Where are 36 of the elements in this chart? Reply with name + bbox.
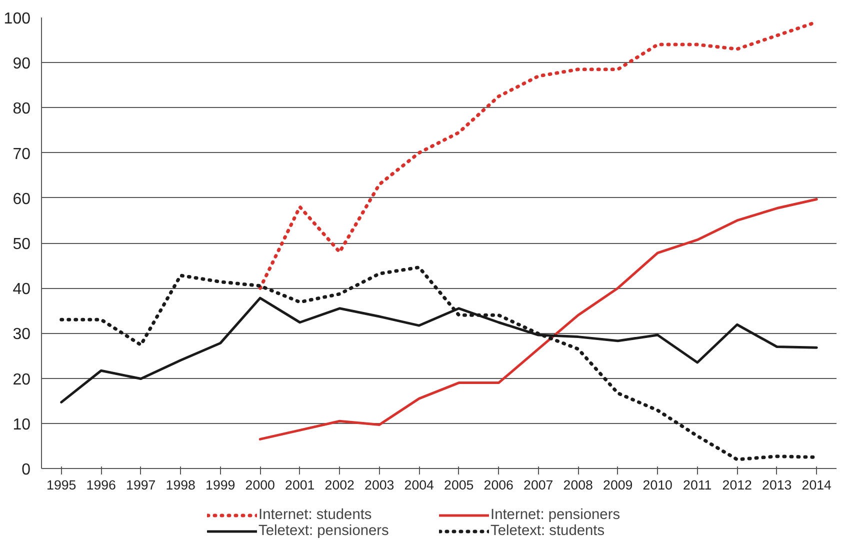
x-tick-label: 2006 bbox=[484, 478, 514, 492]
y-tick-label: 50 bbox=[12, 236, 31, 253]
y-tick-label: 10 bbox=[12, 416, 31, 434]
y-tick-label: 60 bbox=[12, 190, 31, 208]
legend-label: Internet: pensioners bbox=[490, 507, 622, 523]
x-tick-label: 2014 bbox=[802, 478, 832, 492]
x-tick-label: 2009 bbox=[603, 478, 633, 492]
y-tick-label: 80 bbox=[12, 100, 31, 118]
y-tick-label: 0 bbox=[22, 462, 31, 478]
x-tick-label: 2005 bbox=[444, 478, 474, 492]
x-tick-label: 2013 bbox=[762, 478, 792, 492]
x-tick-label: 2000 bbox=[245, 478, 275, 492]
y-tick-label: 40 bbox=[12, 281, 31, 298]
line-series bbox=[258, 198, 818, 440]
x-tick-label: 2003 bbox=[364, 478, 394, 492]
legend-label: Teletext: students bbox=[490, 523, 606, 539]
y-tick-label: 30 bbox=[12, 326, 31, 344]
x-tick-label: 2002 bbox=[324, 478, 354, 492]
x-tick-label: 1999 bbox=[206, 478, 236, 492]
x-tick-label: 1996 bbox=[86, 478, 116, 492]
x-tick-label: 1997 bbox=[126, 478, 156, 492]
x-tick-label: 1995 bbox=[46, 478, 76, 492]
y-tick-label: 90 bbox=[12, 56, 31, 73]
x-tick-label: 2011 bbox=[683, 478, 712, 492]
x-tick-label: 2007 bbox=[524, 478, 554, 492]
y-tick-label: 20 bbox=[12, 371, 31, 388]
x-tick-label: 2001 bbox=[285, 478, 315, 492]
x-tick-label: 2012 bbox=[722, 478, 752, 492]
y-tick-label: 100 bbox=[4, 10, 31, 28]
x-tick-label: 1998 bbox=[166, 478, 196, 492]
x-tick-label: 2008 bbox=[563, 478, 593, 492]
y-tick-label: 70 bbox=[12, 146, 31, 163]
legend-label: Teletext: pensioners bbox=[258, 523, 390, 539]
x-tick-label: 2004 bbox=[404, 478, 435, 492]
legend-label: Internet: students bbox=[258, 507, 373, 523]
x-tick-label: 2010 bbox=[642, 478, 672, 492]
